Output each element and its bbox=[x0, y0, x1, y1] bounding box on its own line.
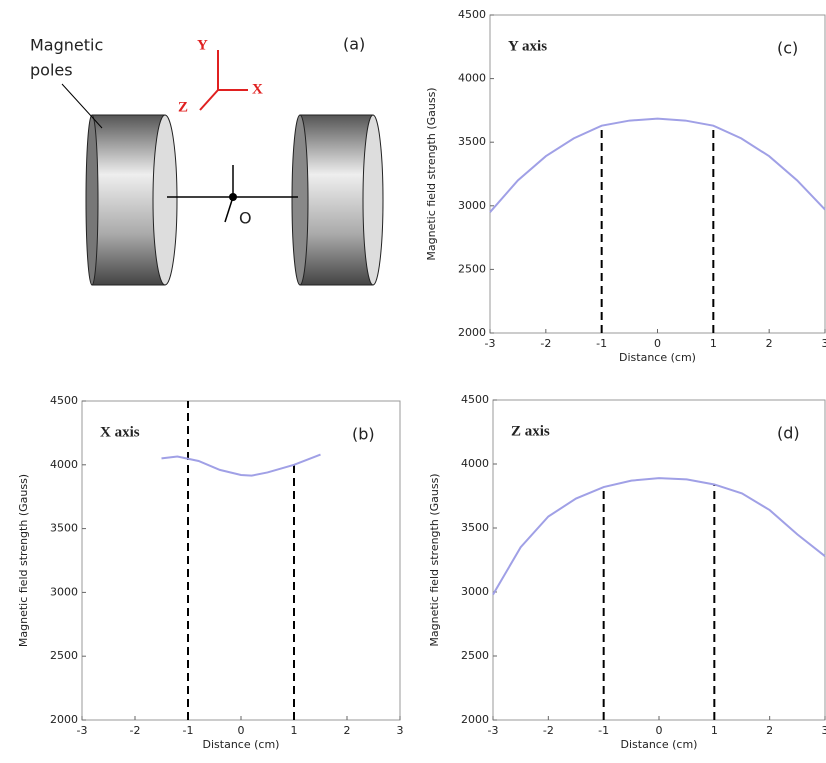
y-tick-label: 3000 bbox=[458, 199, 486, 212]
axis-z-label: Z bbox=[178, 99, 188, 115]
y-tick-label: 3500 bbox=[461, 521, 489, 534]
x-axis-label: Distance (cm) bbox=[621, 738, 698, 751]
chart: 2000 2500 3000 3500 4000 4500 -3 -2 -1 0 1 2 3 Distan… bbox=[425, 8, 826, 364]
x-tick-label: -2 bbox=[543, 724, 554, 737]
y-tick-label: 4000 bbox=[458, 72, 486, 85]
origin-dot bbox=[229, 193, 237, 201]
axis-z bbox=[199, 89, 219, 111]
pole-right-face bbox=[362, 114, 384, 286]
y-tick-label: 4500 bbox=[461, 393, 489, 406]
data-line bbox=[161, 453, 321, 477]
x-tick-label: 2 bbox=[766, 337, 773, 350]
plot-frame bbox=[492, 399, 826, 721]
x-tick-label: -1 bbox=[183, 724, 194, 737]
diagram: O Y X Z (a) Magnetic poles bbox=[30, 35, 384, 286]
y-tick-label: 3000 bbox=[461, 585, 489, 598]
x-tick-label: 3 bbox=[397, 724, 404, 737]
x-tick-label: -3 bbox=[488, 724, 499, 737]
x-tick-label: -3 bbox=[485, 337, 496, 350]
x-tick-label: 2 bbox=[766, 724, 773, 737]
x-tick-label: 3 bbox=[822, 724, 826, 737]
z-line bbox=[224, 196, 234, 223]
panel-label: (a) bbox=[343, 35, 365, 54]
plot-frame bbox=[489, 14, 826, 334]
y-tick-label: 2500 bbox=[461, 649, 489, 662]
x-tick-label: -2 bbox=[540, 337, 551, 350]
pole-label: Magnetic bbox=[30, 36, 103, 55]
pole-label: poles bbox=[30, 61, 73, 80]
x-tick-label: 0 bbox=[654, 337, 661, 350]
leader-line bbox=[61, 83, 103, 129]
panel-label: (c) bbox=[777, 39, 798, 58]
x-tick-label: -2 bbox=[130, 724, 141, 737]
pole-right bbox=[299, 114, 374, 286]
y-axis-label: Magnetic field strength (Gauss) bbox=[428, 473, 441, 646]
x-tick-label: 0 bbox=[238, 724, 245, 737]
pole-left-face bbox=[152, 114, 178, 286]
plot-frame bbox=[81, 400, 401, 721]
y-tick-label: 3500 bbox=[50, 522, 78, 535]
x-tick-label: 1 bbox=[711, 724, 718, 737]
chart-title: Z axis bbox=[511, 423, 550, 439]
x-tick-label: 1 bbox=[710, 337, 717, 350]
panel-label: (d) bbox=[777, 424, 800, 443]
y-axis-label: Magnetic field strength (Gauss) bbox=[17, 474, 30, 647]
x-axis-label: Distance (cm) bbox=[619, 351, 696, 364]
origin-label: O bbox=[239, 209, 252, 228]
y-tick-label: 2000 bbox=[458, 326, 486, 339]
data-line bbox=[489, 117, 826, 213]
chart-title: Y axis bbox=[508, 38, 547, 54]
y-tick-label: 2000 bbox=[50, 713, 78, 726]
y-tick-label: 2500 bbox=[458, 262, 486, 275]
pole-right-back bbox=[291, 114, 309, 286]
chart: 2000 2500 3000 3500 4000 4500 -3 -2 -1 0 1 2 3 Distan… bbox=[428, 393, 826, 751]
x-tick-label: 0 bbox=[656, 724, 663, 737]
pole-left-back bbox=[85, 114, 99, 286]
y-tick-label: 3500 bbox=[458, 135, 486, 148]
x-tick-label: -3 bbox=[77, 724, 88, 737]
x-tick-label: -1 bbox=[596, 337, 607, 350]
y-tick-label: 2500 bbox=[50, 649, 78, 662]
panel-label: (b) bbox=[352, 425, 375, 444]
x-tick-label: 1 bbox=[291, 724, 298, 737]
y-tick-label: 3000 bbox=[50, 585, 78, 598]
data-line bbox=[492, 477, 826, 596]
y-axis-label: Magnetic field strength (Gauss) bbox=[425, 87, 438, 260]
x-tick-label: -1 bbox=[598, 724, 609, 737]
y-tick-label: 4000 bbox=[461, 457, 489, 470]
y-tick-label: 4500 bbox=[458, 8, 486, 21]
chart: 2000 2500 3000 3500 4000 4500 -3 -2 -1 0 1 2 3 Distan… bbox=[17, 394, 404, 751]
y-tick-label: 4500 bbox=[50, 394, 78, 407]
x-tick-label: 2 bbox=[344, 724, 351, 737]
chart-title: X axis bbox=[100, 424, 140, 440]
axis-x-label: X bbox=[252, 81, 263, 97]
x-axis-label: Distance (cm) bbox=[203, 738, 280, 751]
axis-y-label: Y bbox=[197, 37, 208, 53]
y-tick-label: 4000 bbox=[50, 458, 78, 471]
x-tick-label: 3 bbox=[822, 337, 826, 350]
y-tick-label: 2000 bbox=[461, 713, 489, 726]
